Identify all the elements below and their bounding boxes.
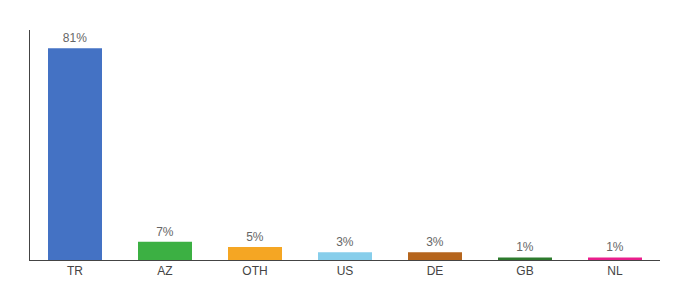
svg-text:3%: 3% <box>426 235 444 249</box>
svg-text:TR: TR <box>67 264 83 278</box>
svg-text:NL: NL <box>607 264 623 278</box>
svg-text:7%: 7% <box>156 225 174 239</box>
svg-text:1%: 1% <box>516 240 534 254</box>
svg-text:US: US <box>337 264 354 278</box>
svg-text:DE: DE <box>427 264 444 278</box>
svg-text:GB: GB <box>516 264 533 278</box>
svg-text:AZ: AZ <box>157 264 172 278</box>
svg-text:3%: 3% <box>336 235 354 249</box>
svg-text:81%: 81% <box>63 31 87 45</box>
svg-text:5%: 5% <box>246 230 264 244</box>
svg-text:OTH: OTH <box>242 264 267 278</box>
svg-text:1%: 1% <box>606 240 624 254</box>
